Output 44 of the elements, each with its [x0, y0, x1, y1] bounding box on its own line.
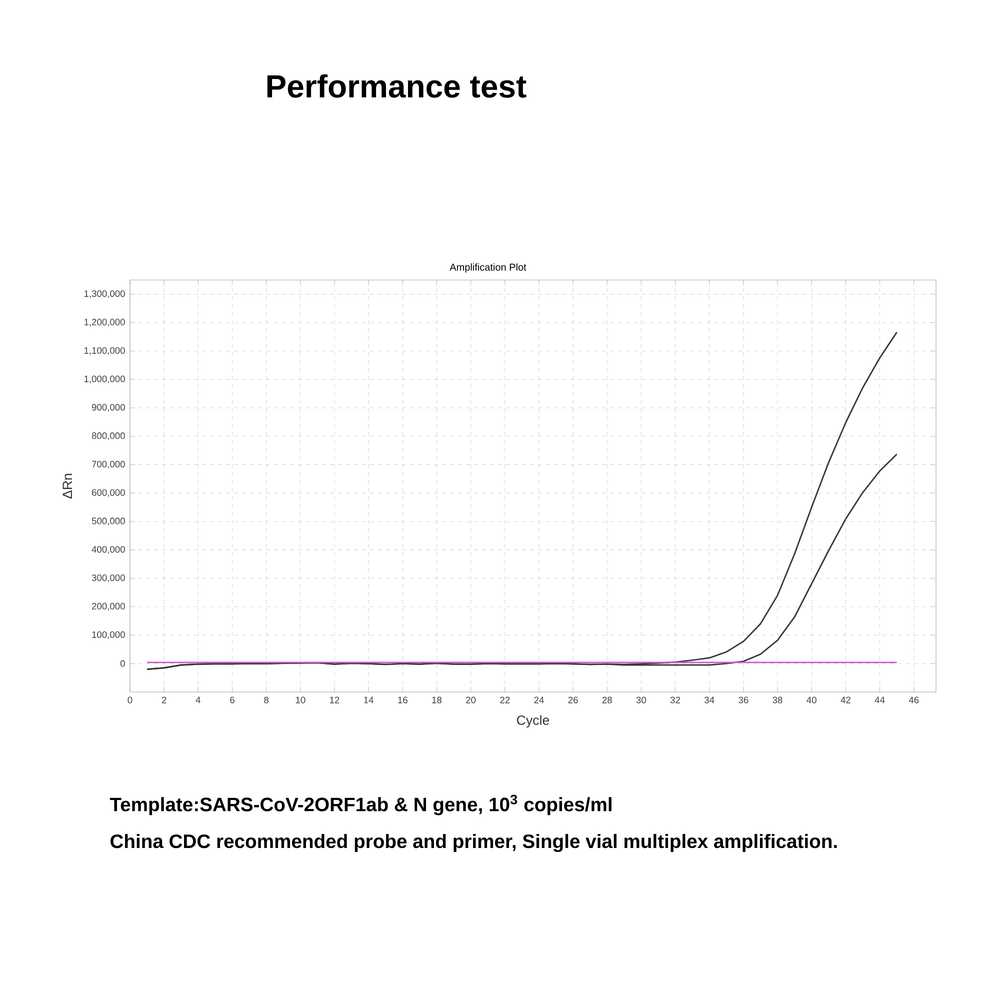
x-tick-label: 32: [670, 696, 680, 704]
y-tick-label: 200,000: [92, 602, 125, 611]
y-tick-label: 300,000: [92, 574, 125, 582]
x-tick-label: 20: [466, 696, 476, 704]
x-tick-label: 34: [704, 696, 714, 704]
x-tick-label: 8: [264, 696, 269, 704]
x-tick-label: 38: [772, 696, 782, 704]
x-tick-label: 6: [230, 696, 234, 704]
x-tick-label: 24: [534, 696, 544, 704]
x-tick-label: 0: [128, 696, 132, 704]
y-tick-label: 700,000: [92, 460, 125, 469]
y-tick-label: 1,100,000: [84, 347, 125, 355]
chart-subtitle: Amplification Plot: [450, 263, 526, 273]
y-tick-label: 1,200,000: [84, 318, 125, 326]
x-tick-label: 44: [874, 696, 885, 704]
x-tick-label: 30: [636, 696, 646, 704]
chart-title: Performance test: [267, 74, 526, 98]
y-tick-label: 1,000,000: [84, 376, 125, 384]
x-tick-label: 28: [602, 696, 612, 704]
x-tick-label: 26: [568, 696, 578, 704]
x-tick-label: 42: [840, 696, 850, 704]
y-axis-title: ΔRn: [62, 474, 72, 499]
text: Template:SARS-CoV-2ORF1ab & N gene, 10$^{3}$ copies/ml: [110, 794, 612, 816]
x-tick-label: 2: [162, 696, 166, 704]
x-tick-label: 18: [432, 696, 442, 704]
x-tick-label: 10: [296, 696, 306, 704]
x-tick-label: 40: [806, 696, 816, 704]
x-axis-title: Cycle: [517, 715, 550, 728]
y-tick-label: 1,300,000: [84, 290, 125, 298]
y-tick-label: 100,000: [92, 631, 125, 640]
x-tick-label: 16: [398, 696, 408, 704]
x-tick-label: 12: [330, 696, 340, 704]
x-tick-label: 14: [364, 696, 374, 704]
y-tick-label: 600,000: [92, 489, 125, 497]
text: China CDC recommended probe and primer, Single vial multiplex amplification.: [110, 834, 837, 852]
x-tick-label: 36: [738, 696, 748, 704]
y-tick-label: 0: [120, 660, 125, 667]
x-tick-label: 22: [500, 696, 510, 704]
y-tick-label: 400,000: [92, 546, 125, 554]
y-tick-label: 500,000: [92, 518, 125, 526]
x-tick-label: 4: [196, 696, 200, 704]
y-tick-label: 800,000: [92, 432, 125, 440]
x-tick-label: 46: [908, 696, 919, 704]
y-tick-label: 900,000: [92, 404, 125, 412]
